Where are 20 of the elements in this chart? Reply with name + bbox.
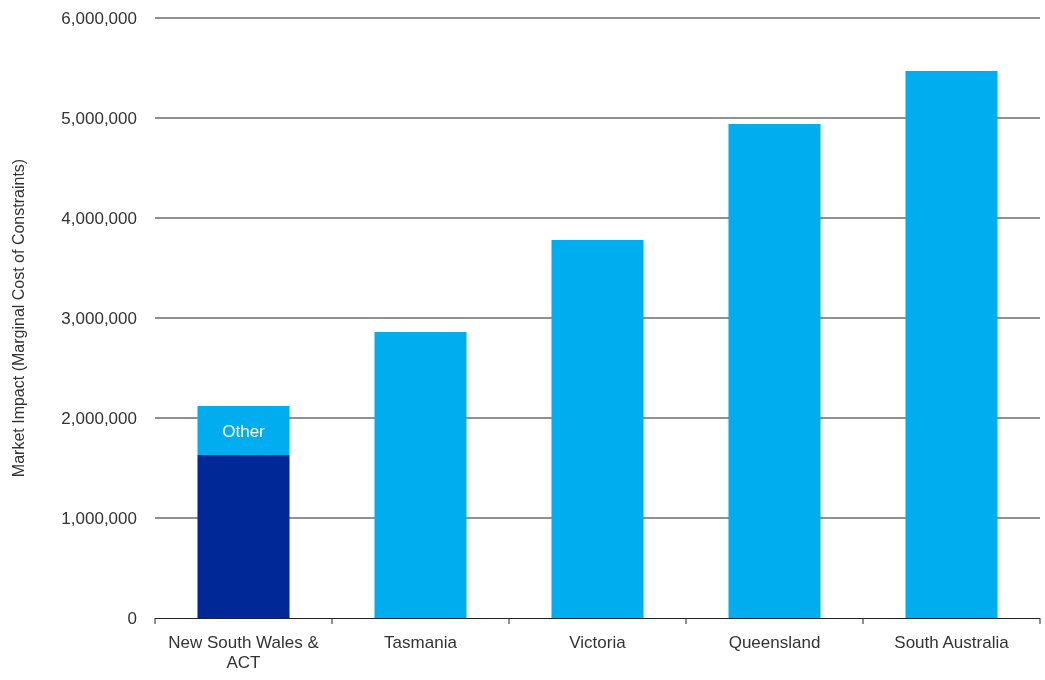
bar: [905, 71, 998, 618]
bar: [374, 332, 467, 618]
y-tick-label: 6,000,000: [61, 8, 137, 28]
y-tick-label: 3,000,000: [61, 308, 137, 328]
x-tick-label: New South Wales & ACT: [168, 633, 320, 672]
y-tick-label: 4,000,000: [61, 208, 137, 228]
x-tick-label: South Australia: [894, 633, 1010, 652]
bar: [197, 406, 290, 455]
y-tick-label: 0: [127, 608, 137, 628]
x-tick-label: Queensland: [728, 633, 821, 652]
y-tick-label: 5,000,000: [61, 108, 137, 128]
bar: [728, 124, 821, 618]
y-axis-title: Market Impact (Marginal Cost of Constraints): [10, 158, 27, 478]
y-tick-label: 2,000,000: [61, 408, 137, 428]
y-tick-label: 1,000,000: [61, 508, 137, 528]
annotation: Other: [222, 421, 266, 441]
x-tick-label: Victoria: [569, 633, 627, 652]
bar: [551, 240, 644, 618]
x-tick-label: Tasmania: [384, 633, 458, 652]
bar: [197, 455, 290, 618]
